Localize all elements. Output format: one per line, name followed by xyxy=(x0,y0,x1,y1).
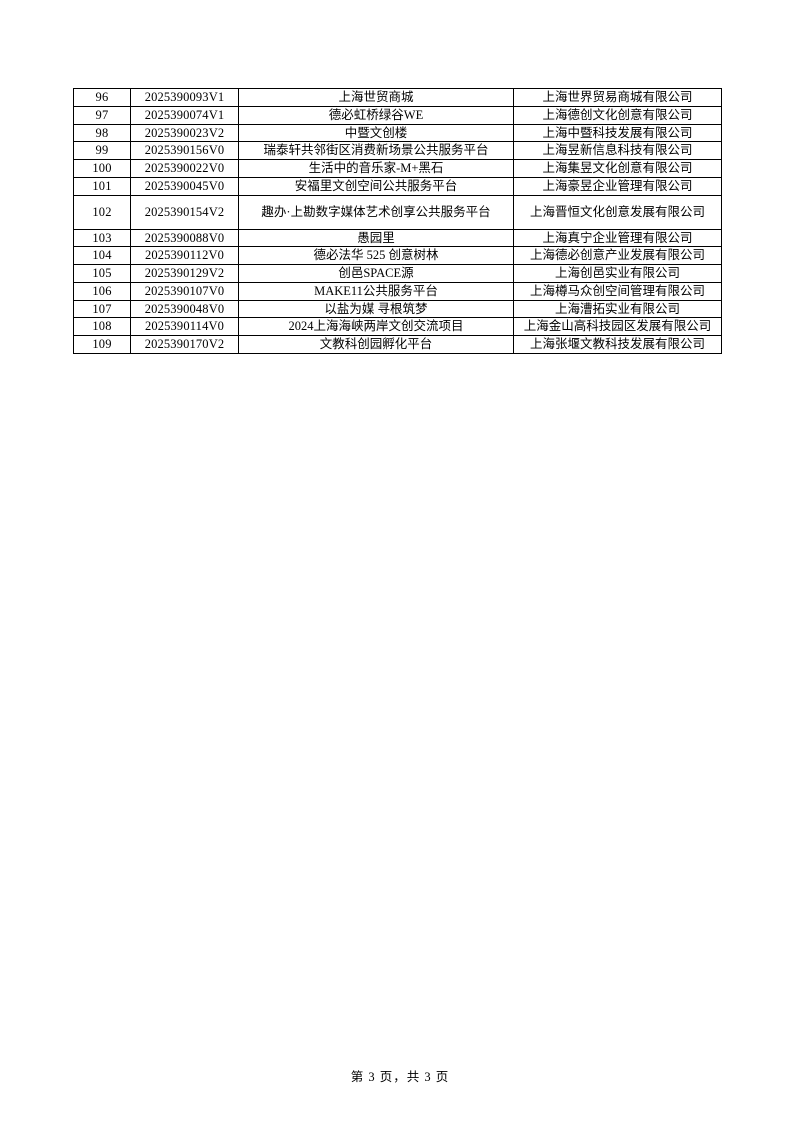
cell-code: 2025390112V0 xyxy=(130,246,239,265)
cell-index: 106 xyxy=(73,281,131,301)
table-row: 105 2025390129V2 创邑SPACE源 上海创邑实业有限公司 xyxy=(73,264,722,283)
cell-project-name: 愚园里 xyxy=(238,228,514,248)
cell-index: 101 xyxy=(73,176,131,196)
project-listing-table: 96 2025390093V1 上海世贸商城 上海世界贸易商城有限公司 97 202539… xyxy=(73,88,722,354)
cell-project-name: 中暨文创楼 xyxy=(238,123,514,143)
table-row: 99 2025390156V0 瑞泰轩共邻街区消费新场景公共服务平台 上海昱新信息科技… xyxy=(73,141,722,160)
cell-index: 105 xyxy=(73,264,131,283)
cell-code: 2025390088V0 xyxy=(130,228,239,248)
cell-organization: 上海德必创意产业发展有限公司 xyxy=(513,246,722,265)
cell-code: 2025390074V1 xyxy=(130,105,239,125)
table-row: 100 2025390022V0 生活中的音乐家-M+黑石 上海集昱文化创意有限公司 xyxy=(73,159,722,178)
cell-organization: 上海世界贸易商城有限公司 xyxy=(513,88,722,107)
cell-organization: 上海晋恒文化创意发展有限公司 xyxy=(513,194,722,230)
cell-project-name: 以盐为媒 寻根筑梦 xyxy=(238,299,514,319)
cell-organization: 上海张堰文教科技发展有限公司 xyxy=(513,335,722,354)
table-row: 102 2025390154V2 趣办·上勘数字媒体艺术创享公共服务平台 上海晋恒文化… xyxy=(73,194,722,230)
table-body: 96 2025390093V1 上海世贸商城 上海世界贸易商城有限公司 97 202539… xyxy=(73,88,722,354)
cell-organization: 上海创邑实业有限公司 xyxy=(513,264,722,283)
table-row: 108 2025390114V0 2024上海海峡两岸文创交流项目 上海金山高科技园区… xyxy=(73,317,722,336)
cell-index: 96 xyxy=(73,88,131,107)
cell-organization: 上海漕拓实业有限公司 xyxy=(513,299,722,319)
table-row: 97 2025390074V1 德必虹桥绿谷WE 上海德创文化创意有限公司 xyxy=(73,105,722,125)
cell-code: 2025390170V2 xyxy=(130,335,239,354)
cell-project-name: 生活中的音乐家-M+黑石 xyxy=(238,159,514,178)
project-listing-table-wrap: 96 2025390093V1 上海世贸商城 上海世界贸易商城有限公司 97 202539… xyxy=(73,88,722,354)
table-row: 103 2025390088V0 愚园里 上海真宁企业管理有限公司 xyxy=(73,228,722,248)
table-row: 98 2025390023V2 中暨文创楼 上海中暨科技发展有限公司 xyxy=(73,123,722,143)
cell-index: 109 xyxy=(73,335,131,354)
table-row: 96 2025390093V1 上海世贸商城 上海世界贸易商城有限公司 xyxy=(73,88,722,107)
cell-project-name: 瑞泰轩共邻街区消费新场景公共服务平台 xyxy=(238,141,514,160)
cell-organization: 上海昱新信息科技有限公司 xyxy=(513,141,722,160)
cell-project-name: 2024上海海峡两岸文创交流项目 xyxy=(238,317,514,336)
cell-index: 99 xyxy=(73,141,131,160)
cell-index: 108 xyxy=(73,317,131,336)
cell-code: 2025390022V0 xyxy=(130,159,239,178)
cell-project-name: 创邑SPACE源 xyxy=(238,264,514,283)
cell-project-name: 趣办·上勘数字媒体艺术创享公共服务平台 xyxy=(238,194,514,230)
cell-project-name: 安福里文创空间公共服务平台 xyxy=(238,176,514,196)
table-row: 104 2025390112V0 德必法华 525 创意树林 上海德必创意产业发展有限… xyxy=(73,246,722,265)
page-footer: 第 3 页，共 3 页 xyxy=(350,1070,450,1084)
cell-code: 2025390156V0 xyxy=(130,141,239,160)
cell-index: 104 xyxy=(73,246,131,265)
table-row: 109 2025390170V2 文教科创园孵化平台 上海张堰文教科技发展有限公司 xyxy=(73,335,722,354)
cell-code: 2025390129V2 xyxy=(130,264,239,283)
cell-organization: 上海集昱文化创意有限公司 xyxy=(513,159,722,178)
cell-index: 97 xyxy=(73,105,131,125)
cell-code: 2025390107V0 xyxy=(130,281,239,301)
cell-project-name: 德必虹桥绿谷WE xyxy=(238,105,514,125)
cell-organization: 上海德创文化创意有限公司 xyxy=(513,105,722,125)
cell-project-name: 文教科创园孵化平台 xyxy=(238,335,514,354)
table-row: 106 2025390107V0 MAKE11公共服务平台 上海樽马众创空间管理有限公… xyxy=(73,281,722,301)
cell-code: 2025390093V1 xyxy=(130,88,239,107)
cell-index: 107 xyxy=(73,299,131,319)
cell-organization: 上海中暨科技发展有限公司 xyxy=(513,123,722,143)
table-row: 101 2025390045V0 安福里文创空间公共服务平台 上海豪昱企业管理有限公司 xyxy=(73,176,722,196)
cell-code: 2025390114V0 xyxy=(130,317,239,336)
cell-project-name: 上海世贸商城 xyxy=(238,88,514,107)
cell-code: 2025390023V2 xyxy=(130,123,239,143)
table-row: 107 2025390048V0 以盐为媒 寻根筑梦 上海漕拓实业有限公司 xyxy=(73,299,722,319)
cell-index: 103 xyxy=(73,228,131,248)
cell-organization: 上海樽马众创空间管理有限公司 xyxy=(513,281,722,301)
cell-code: 2025390045V0 xyxy=(130,176,239,196)
cell-organization: 上海豪昱企业管理有限公司 xyxy=(513,176,722,196)
cell-index: 98 xyxy=(73,123,131,143)
cell-project-name: 德必法华 525 创意树林 xyxy=(238,246,514,265)
cell-organization: 上海真宁企业管理有限公司 xyxy=(513,228,722,248)
cell-organization: 上海金山高科技园区发展有限公司 xyxy=(513,317,722,336)
cell-code: 2025390154V2 xyxy=(130,194,239,230)
cell-project-name: MAKE11公共服务平台 xyxy=(238,281,514,301)
cell-index: 102 xyxy=(73,194,131,230)
cell-index: 100 xyxy=(73,159,131,178)
cell-code: 2025390048V0 xyxy=(130,299,239,319)
